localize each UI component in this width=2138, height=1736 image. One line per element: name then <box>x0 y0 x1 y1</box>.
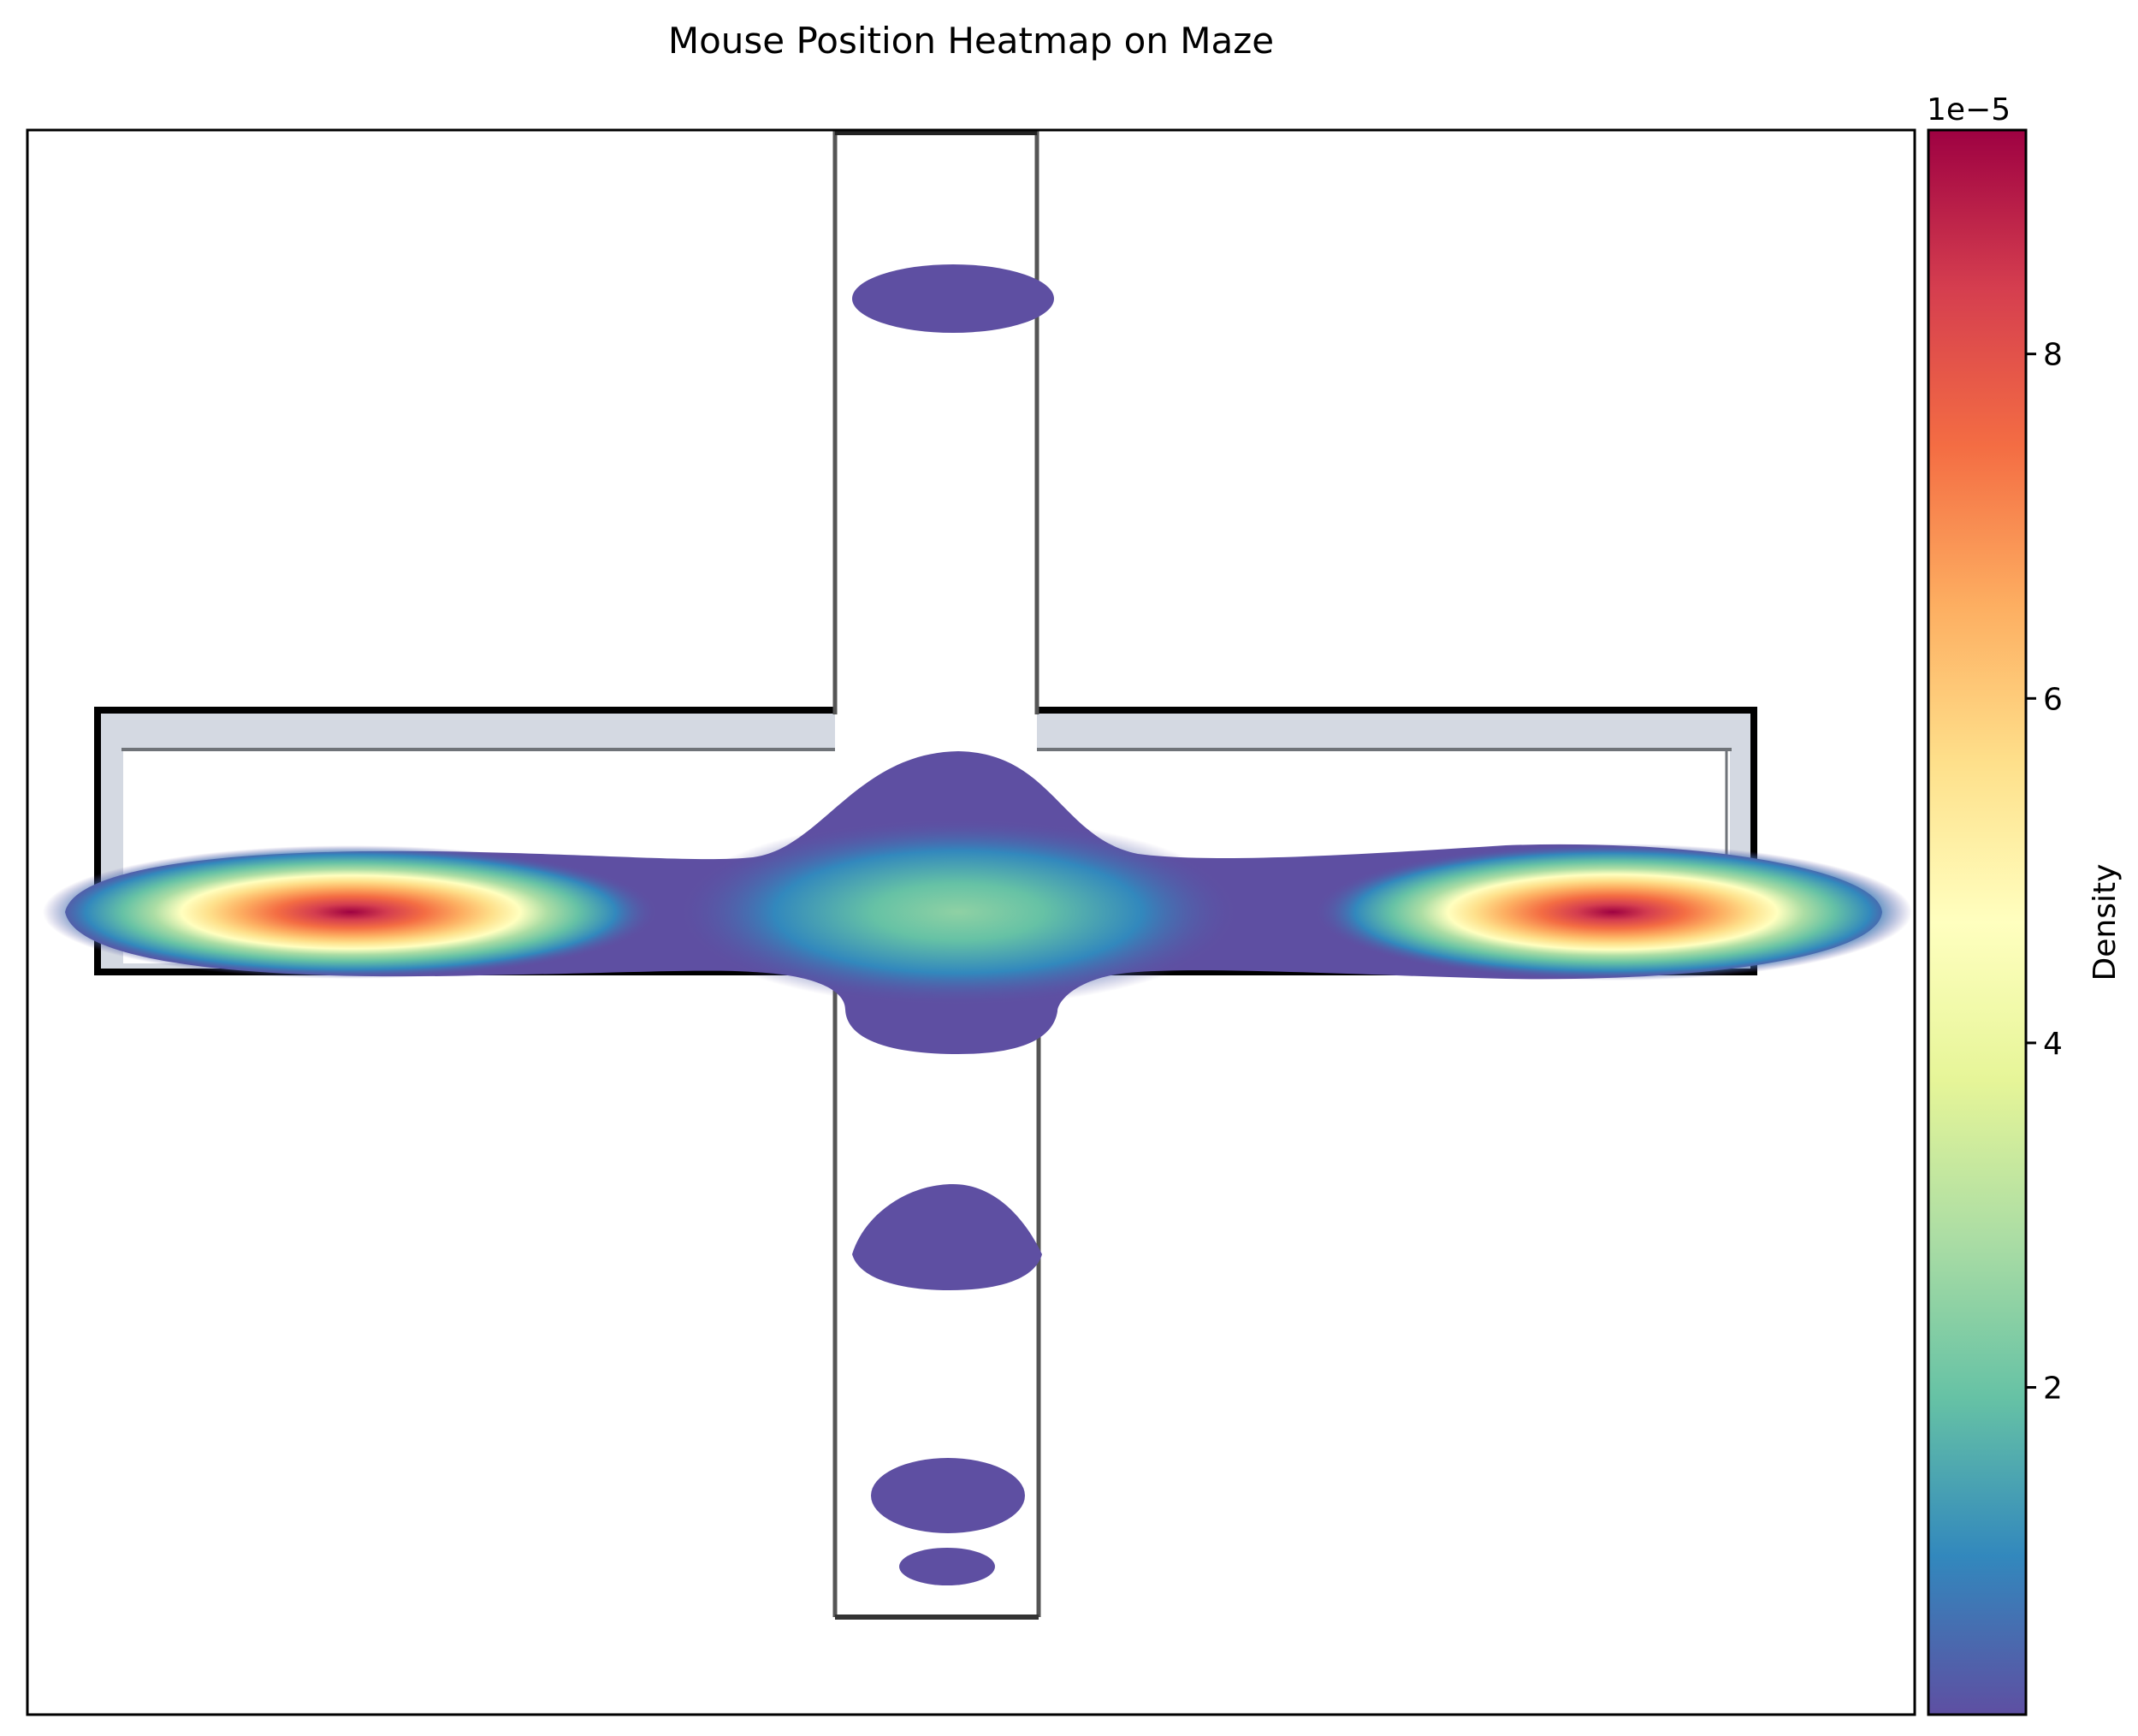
density-lower-blob-2 <box>871 1458 1025 1533</box>
colorbar-tick-label: 8 <box>2043 338 2063 373</box>
density-top-blob <box>852 264 1054 333</box>
maze-corridor-top <box>835 130 1037 751</box>
plot-area <box>27 130 1915 1715</box>
colorbar-gradient <box>1927 128 2028 1716</box>
colorbar-tick-label: 4 <box>2043 1027 2063 1062</box>
density-left-hotspot <box>43 845 659 979</box>
chart-title: Mouse Position Heatmap on Maze <box>668 20 1274 62</box>
colorbar-tick-label: 6 <box>2043 682 2063 717</box>
density-lower-blob-1 <box>852 1184 1042 1290</box>
colorbar: 1e−5 Density 2 4 6 8 <box>1927 92 2123 1716</box>
density-overlay <box>43 264 1912 1585</box>
colorbar-tick-label: 2 <box>2043 1372 2063 1407</box>
plot-frame <box>26 128 1916 1716</box>
colorbar-label: Density <box>2088 864 2123 981</box>
density-lower-blob-3 <box>899 1548 995 1585</box>
density-center <box>676 818 1241 1006</box>
colorbar-ticks: 2 4 6 8 <box>2026 338 2063 1407</box>
colorbar-offset-text: 1e−5 <box>1927 92 2011 127</box>
density-right-hotspot <box>1313 844 1912 981</box>
